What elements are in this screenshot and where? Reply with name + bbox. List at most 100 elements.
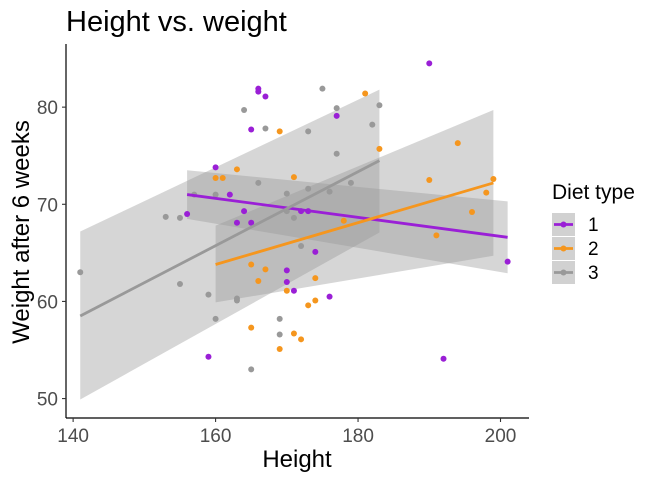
data-point-series-2	[290, 330, 297, 337]
y-tick-label: 50	[37, 390, 58, 411]
data-point-series-2	[340, 217, 347, 224]
legend-title: Diet type	[552, 181, 635, 204]
data-point-series-2	[433, 232, 440, 239]
y-tick-label: 70	[37, 195, 58, 216]
data-point-series-1	[283, 267, 290, 274]
data-point-series-1	[255, 88, 262, 95]
data-point-series-1	[233, 219, 240, 226]
data-point-series-1	[205, 353, 212, 360]
data-point-series-3	[369, 121, 376, 128]
fit-line-series-1	[186, 193, 508, 239]
data-point-series-3	[376, 102, 383, 109]
data-point-series-1	[262, 93, 269, 100]
data-point-series-2	[483, 189, 490, 196]
data-point-series-1	[241, 208, 248, 215]
data-point-series-2	[469, 209, 476, 216]
chart-title: Height vs. weight	[66, 6, 287, 38]
data-point-series-3	[326, 188, 333, 195]
data-point-series-3	[255, 179, 262, 186]
legend-item-1: 1	[552, 213, 599, 236]
data-point-series-1	[426, 60, 433, 67]
data-point-series-1	[326, 293, 333, 300]
data-point-series-2	[376, 145, 383, 152]
data-point-series-2	[276, 128, 283, 135]
data-point-series-2	[290, 174, 297, 181]
data-point-series-2	[233, 166, 240, 173]
data-point-series-1	[248, 126, 255, 133]
data-point-series-3	[176, 280, 183, 287]
legend-key-point	[560, 269, 567, 276]
legend-item-2: 2	[552, 237, 599, 260]
data-point-series-3	[319, 85, 326, 92]
data-point-series-2	[362, 90, 369, 97]
data-point-series-2	[248, 261, 255, 268]
confidence-band-series-2	[215, 110, 494, 303]
data-point-series-2	[305, 302, 312, 309]
data-point-series-1	[504, 258, 511, 265]
data-point-series-2	[312, 275, 319, 282]
data-point-series-3	[233, 297, 240, 304]
x-axis-title: Height	[262, 446, 332, 473]
data-point-series-2	[298, 336, 305, 343]
x-tick-label: 180	[342, 426, 374, 447]
data-point-series-2	[248, 324, 255, 331]
data-point-series-2	[283, 287, 290, 294]
data-point-series-3	[248, 366, 255, 373]
data-point-series-3	[290, 214, 297, 221]
data-point-series-1	[440, 355, 447, 362]
confidence-bands	[80, 89, 508, 400]
data-point-series-1	[290, 287, 297, 294]
data-point-series-3	[298, 243, 305, 250]
data-point-series-1	[248, 219, 255, 226]
legend: Diet type 1 2 3	[552, 181, 635, 284]
data-point-series-3	[262, 125, 269, 132]
data-point-series-3	[276, 315, 283, 322]
data-point-series-2	[255, 278, 262, 285]
data-point-series-3	[77, 269, 84, 276]
fit-lines	[79, 159, 508, 318]
legend-label: 1	[588, 215, 599, 236]
data-point-series-3	[333, 150, 340, 157]
data-point-series-3	[347, 179, 354, 186]
confidence-band-series-3	[80, 89, 380, 400]
fit-line-series-3	[79, 159, 381, 318]
data-point-series-1	[283, 279, 290, 285]
y-axis-title: Weight after 6 weeks	[8, 120, 35, 344]
x-tick-label: 200	[485, 426, 517, 447]
legend-key-point	[560, 245, 567, 252]
plot-area	[77, 60, 511, 400]
data-point-series-2	[219, 175, 226, 182]
data-point-series-2	[212, 175, 219, 182]
legend-key-point	[560, 221, 567, 228]
data-points	[77, 60, 511, 373]
data-point-series-3	[283, 190, 290, 197]
data-point-series-3	[212, 315, 219, 322]
legend-label: 3	[588, 263, 599, 284]
data-point-series-1	[212, 164, 219, 171]
data-point-series-1	[226, 191, 233, 198]
fit-line-series-2	[215, 181, 494, 266]
data-point-series-1	[312, 248, 319, 255]
data-point-series-2	[426, 177, 433, 183]
data-point-series-2	[312, 297, 319, 304]
data-point-series-3	[212, 191, 219, 198]
data-point-series-3	[333, 105, 340, 112]
data-point-series-2	[490, 176, 497, 183]
data-point-series-2	[262, 266, 269, 273]
data-point-series-2	[276, 346, 283, 353]
data-point-series-1	[184, 211, 191, 217]
axes: 140 160 180 200 50 60 70 80	[37, 44, 529, 447]
data-point-series-3	[162, 213, 169, 220]
data-point-series-3	[305, 185, 312, 192]
x-tick-label: 160	[200, 426, 232, 447]
data-point-series-3	[241, 107, 248, 114]
data-point-series-2	[454, 140, 461, 147]
data-point-series-3	[305, 128, 312, 135]
y-tick-label: 80	[37, 98, 58, 119]
legend-label: 2	[588, 239, 599, 260]
x-tick-label: 140	[57, 426, 89, 447]
data-point-series-3	[276, 331, 283, 338]
legend-item-3: 3	[552, 261, 599, 284]
data-point-series-3	[176, 214, 183, 221]
